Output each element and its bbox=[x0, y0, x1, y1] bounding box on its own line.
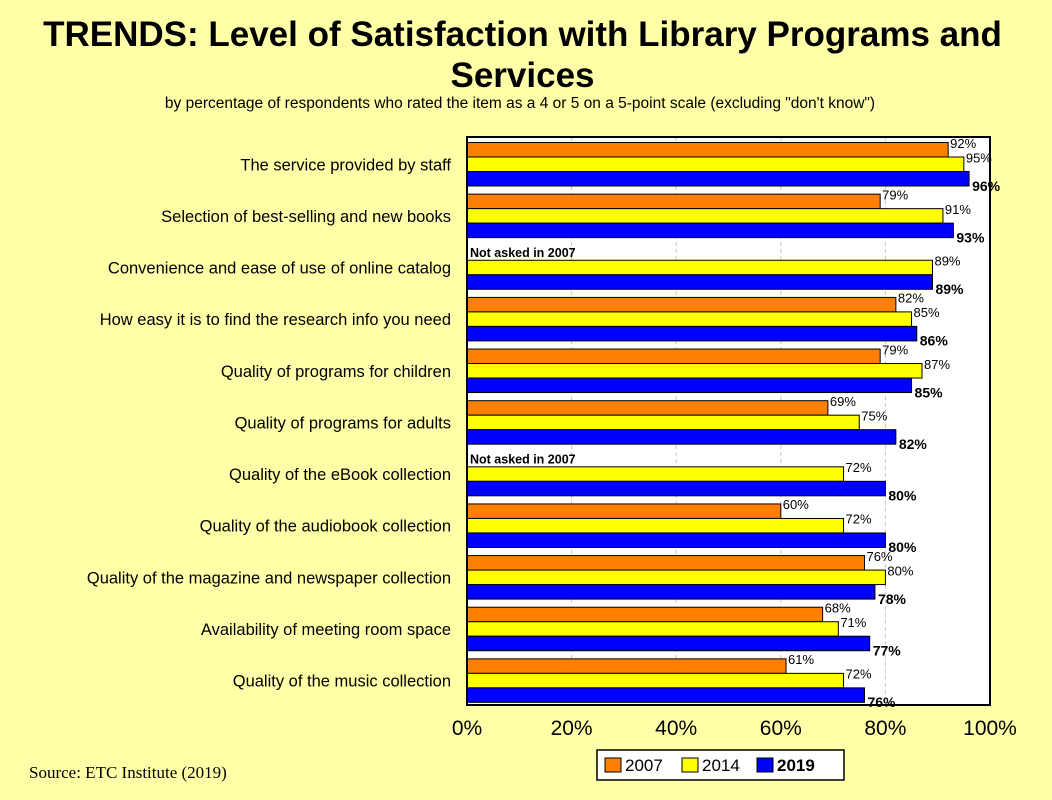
bar-2014 bbox=[466, 363, 923, 379]
bar-2019 bbox=[466, 222, 954, 239]
x-tick-label: 60% bbox=[760, 717, 802, 740]
chart-title: TRENDS: Level of Satisfaction with Libra… bbox=[43, 15, 1002, 95]
bar-2019 bbox=[466, 584, 876, 600]
category-label: Quality of programs for children bbox=[221, 363, 451, 381]
bar-2007 bbox=[466, 193, 881, 210]
bar-2019 bbox=[466, 377, 913, 394]
data-label: 82% bbox=[898, 291, 924, 306]
category-label: Quality of the music collection bbox=[233, 673, 451, 691]
bar-2007 bbox=[466, 555, 865, 571]
data-label: 86% bbox=[920, 333, 949, 349]
category-label: Quality of the eBook collection bbox=[229, 466, 451, 484]
source-note: Source: ETC Institute (2019) bbox=[29, 763, 227, 782]
data-label: 85% bbox=[915, 384, 944, 400]
data-label: 71% bbox=[840, 615, 866, 630]
bar-2019 bbox=[466, 274, 933, 290]
bar-2014 bbox=[466, 466, 845, 482]
bar-2014 bbox=[466, 208, 944, 224]
legend-swatch-2014 bbox=[681, 757, 699, 773]
category-label: Availability of meeting room space bbox=[201, 621, 451, 639]
x-tick-label: 0% bbox=[452, 717, 482, 740]
data-label: 89% bbox=[935, 281, 964, 297]
data-label: 80% bbox=[888, 539, 917, 555]
bar-2007 bbox=[466, 503, 782, 519]
data-label: 89% bbox=[934, 254, 960, 269]
bar-2014 bbox=[466, 156, 965, 172]
data-label: 92% bbox=[950, 136, 976, 151]
data-label: 69% bbox=[830, 394, 856, 409]
data-label: 78% bbox=[878, 591, 907, 607]
data-label: 95% bbox=[966, 150, 992, 165]
bar-2014 bbox=[466, 259, 933, 276]
bar-2014 bbox=[466, 311, 913, 327]
bar-2007 bbox=[466, 348, 881, 365]
bar-2019 bbox=[466, 532, 886, 548]
data-label: 79% bbox=[882, 187, 908, 202]
plot-border bbox=[466, 136, 991, 706]
data-label: 72% bbox=[846, 667, 872, 682]
data-label: 87% bbox=[924, 357, 950, 372]
data-label: 93% bbox=[956, 229, 985, 245]
bar-2007 bbox=[466, 296, 897, 313]
category-label: Quality of the magazine and newspaper co… bbox=[87, 569, 451, 587]
bar-2007 bbox=[466, 142, 949, 158]
data-label: 76% bbox=[866, 549, 892, 564]
category-label: How easy it is to find the research info… bbox=[100, 311, 451, 329]
bar-2007 bbox=[466, 400, 829, 416]
data-label: 72% bbox=[846, 460, 872, 475]
category-label: The service provided by staff bbox=[240, 156, 451, 174]
data-label: 77% bbox=[873, 642, 902, 658]
category-label: Selection of best-selling and new books bbox=[161, 208, 451, 226]
legend-swatch-2007 bbox=[604, 757, 622, 773]
legend-swatch-2019 bbox=[756, 757, 774, 773]
category-label: Quality of the audiobook collection bbox=[200, 518, 451, 536]
data-label: 82% bbox=[899, 436, 928, 452]
data-label: 80% bbox=[888, 488, 917, 504]
data-label: 76% bbox=[867, 694, 896, 710]
bar-2014 bbox=[466, 414, 860, 431]
legend-box bbox=[596, 749, 845, 781]
bar-2019 bbox=[466, 171, 970, 187]
chart-subtitle: by percentage of respondents who rated t… bbox=[164, 95, 876, 112]
data-label: 91% bbox=[945, 202, 971, 217]
bar-2019 bbox=[466, 635, 871, 652]
category-label: Convenience and ease of use of online ca… bbox=[108, 260, 451, 278]
bar-2019 bbox=[466, 480, 886, 497]
data-label: 75% bbox=[861, 408, 887, 423]
x-tick-label: 20% bbox=[551, 717, 593, 740]
bar-2019 bbox=[466, 687, 865, 703]
data-label: 60% bbox=[783, 497, 809, 512]
legend-label: 2007 bbox=[625, 756, 663, 775]
legend-label: 2014 bbox=[702, 756, 740, 775]
bar-2014 bbox=[466, 672, 845, 689]
bar-2014 bbox=[466, 569, 886, 586]
x-tick-label: 80% bbox=[864, 717, 906, 740]
data-label: 79% bbox=[882, 342, 908, 357]
x-tick-label: 40% bbox=[655, 717, 697, 740]
legend-label: 2019 bbox=[777, 756, 815, 775]
data-label: 72% bbox=[846, 512, 872, 527]
data-label: 80% bbox=[887, 563, 913, 578]
annotation-label: Not asked in 2007 bbox=[470, 452, 576, 466]
data-label: 61% bbox=[788, 652, 814, 667]
data-label: 68% bbox=[825, 600, 851, 615]
bar-2014 bbox=[466, 517, 845, 534]
category-label: Quality of programs for adults bbox=[235, 414, 451, 432]
x-tick-label: 100% bbox=[963, 717, 1017, 740]
legend: 2007 2014 2019 bbox=[596, 749, 845, 781]
bar-2019 bbox=[466, 325, 918, 342]
bar-2014 bbox=[466, 621, 839, 637]
bar-2007 bbox=[466, 606, 824, 623]
data-label: 96% bbox=[972, 178, 1001, 194]
annotation-label: Not asked in 2007 bbox=[470, 246, 576, 260]
data-label: 85% bbox=[914, 305, 940, 320]
bar-2019 bbox=[466, 429, 897, 445]
bar-2007 bbox=[466, 658, 787, 674]
